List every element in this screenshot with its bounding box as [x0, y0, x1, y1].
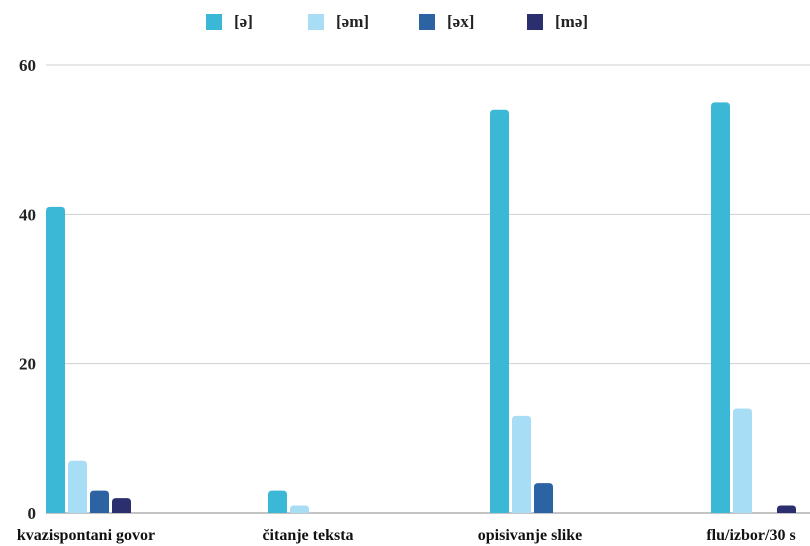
y-tick-label: 0 — [28, 504, 37, 523]
legend-swatch — [419, 14, 435, 30]
bar — [733, 408, 752, 513]
bar — [777, 505, 796, 513]
bar — [90, 490, 109, 513]
bar — [268, 490, 287, 513]
legend-item-schwa: [ə] — [206, 8, 253, 36]
y-tick-label: 20 — [19, 355, 36, 374]
bar — [711, 102, 730, 513]
y-tick-label: 60 — [19, 56, 36, 75]
legend-item-schwa-m: [əm] — [308, 8, 369, 36]
chart-legend: [ə] [əm] [əx] [mə] — [0, 8, 810, 36]
x-tick-label: čitanje teksta — [262, 527, 353, 544]
y-tick-label: 40 — [19, 205, 36, 224]
legend-item-m-schwa: [mə] — [527, 8, 588, 36]
bar — [112, 498, 131, 513]
x-tick-label: flu/izbor/30 s — [706, 527, 795, 544]
legend-swatch — [308, 14, 324, 30]
bar — [512, 415, 531, 513]
legend-swatch — [527, 14, 543, 30]
bar — [46, 206, 65, 513]
legend-item-schwa-x: [əx] — [419, 8, 474, 36]
legend-label: [əm] — [336, 12, 370, 31]
legend-swatch — [206, 14, 222, 30]
bar — [490, 109, 509, 514]
x-tick-label: opisivanje slike — [478, 527, 582, 544]
legend-label: [əx] — [447, 12, 475, 31]
bar — [290, 505, 309, 513]
legend-label: [mə] — [555, 12, 589, 31]
x-tick-label: kvazispontani govor — [17, 527, 155, 544]
bar — [534, 483, 553, 513]
bar — [68, 460, 87, 513]
legend-label: [ə] — [234, 12, 253, 31]
